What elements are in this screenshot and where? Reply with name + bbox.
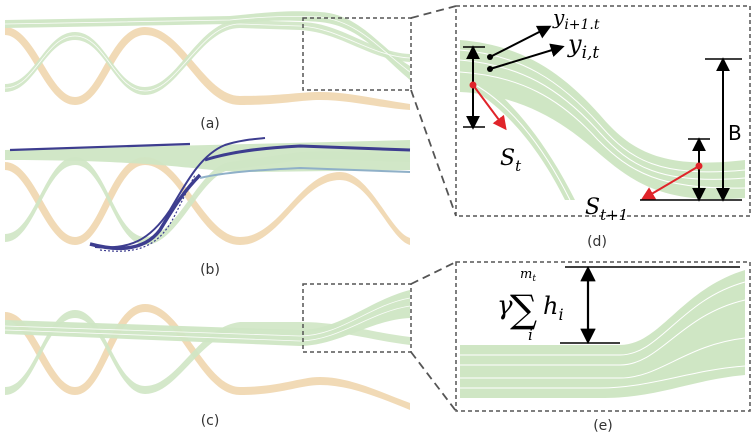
green-band-d-branch bbox=[470, 70, 575, 200]
panel-b-storyline: (b) bbox=[5, 137, 411, 278]
orange-band-a bbox=[5, 27, 410, 110]
green-band-e bbox=[460, 270, 745, 398]
panel-d-label: (d) bbox=[587, 234, 607, 250]
highlight-line-b-2 bbox=[204, 144, 411, 162]
arrow-s-t bbox=[472, 84, 507, 131]
svg-text:∑: ∑ bbox=[510, 287, 537, 331]
formula-gamma-sum: γ ∑ mt i hi bbox=[497, 267, 564, 344]
label-b: B bbox=[728, 121, 742, 145]
svg-text:mt: mt bbox=[520, 267, 536, 284]
panel-e-label: (e) bbox=[593, 418, 613, 434]
green-band-d-main bbox=[460, 40, 745, 200]
panel-c-storyline: (c) bbox=[4, 290, 411, 429]
arrow-to-y-cur bbox=[489, 43, 565, 70]
panel-a-label: (a) bbox=[200, 116, 220, 132]
zoom-connectors bbox=[410, 5, 457, 412]
panel-d-frame bbox=[455, 5, 751, 217]
panel-e-bands bbox=[460, 270, 746, 398]
panel-e-frame bbox=[455, 261, 751, 412]
green-band-a-upper bbox=[5, 11, 410, 80]
panel-a-storyline: (a) bbox=[4, 11, 411, 132]
zoom-box-c bbox=[302, 283, 412, 353]
arrow-s-next bbox=[640, 165, 700, 201]
green-band-a-lower bbox=[5, 20, 410, 95]
orange-band-c bbox=[5, 304, 410, 410]
panel-d-bands bbox=[459, 40, 746, 201]
label-s-t: St bbox=[500, 146, 522, 175]
label-s-next: St+1 bbox=[585, 195, 628, 224]
svg-text:γ: γ bbox=[497, 291, 513, 321]
highlight-line-b-4 bbox=[89, 173, 202, 251]
arrow-to-y-next bbox=[489, 25, 552, 58]
panel-b-label: (b) bbox=[200, 262, 220, 278]
highlight-line-b-3 bbox=[94, 137, 266, 249]
green-band-c-top bbox=[5, 290, 410, 346]
svg-text:hi: hi bbox=[543, 292, 564, 324]
highlight-line-b-5 bbox=[99, 174, 196, 252]
label-y-next: yi+1.t bbox=[552, 5, 600, 33]
panel-c-label: (c) bbox=[201, 413, 220, 429]
label-y-cur: yi,t bbox=[567, 30, 599, 63]
svg-text:i: i bbox=[528, 326, 533, 344]
highlight-line-b-light bbox=[199, 166, 411, 179]
zoom-box-a bbox=[302, 17, 412, 91]
highlight-line-b-1 bbox=[9, 142, 191, 152]
